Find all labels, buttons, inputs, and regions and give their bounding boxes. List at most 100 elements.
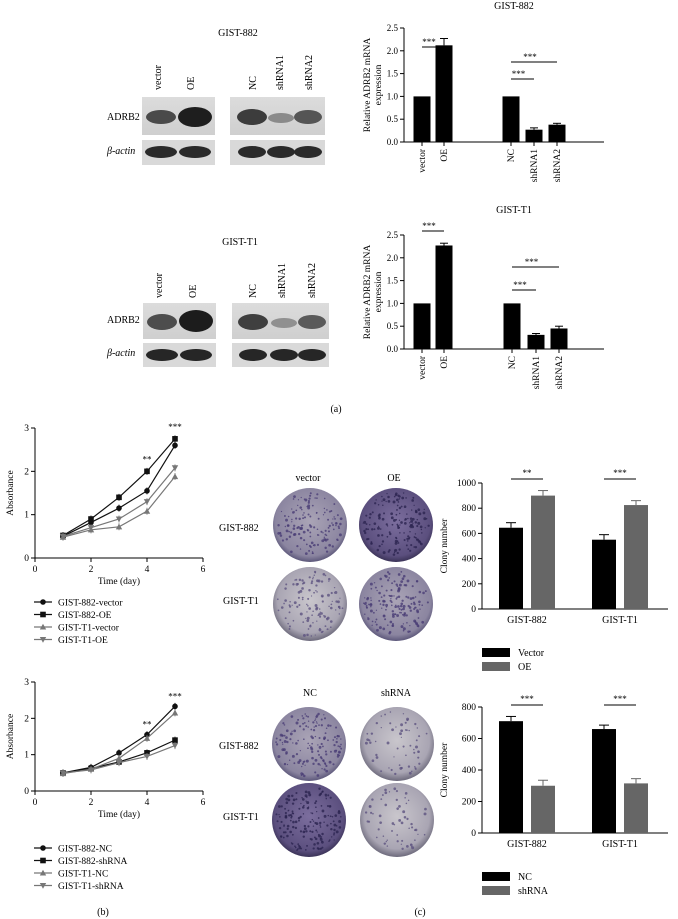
colony-speck bbox=[381, 607, 383, 609]
colony-speck bbox=[329, 606, 333, 610]
colony-speck bbox=[382, 627, 386, 631]
colony-speck bbox=[401, 496, 405, 500]
colony-speck bbox=[281, 741, 284, 744]
colony-speck bbox=[414, 510, 418, 514]
colony-speck bbox=[323, 615, 327, 618]
colony-speck bbox=[402, 713, 405, 715]
y-tick-label: 600 bbox=[462, 735, 477, 745]
colony-speck bbox=[333, 832, 336, 835]
colony-speck bbox=[397, 542, 400, 544]
y-tick-label: 2 bbox=[24, 467, 29, 477]
colony-speck bbox=[303, 804, 305, 807]
colony-speck bbox=[366, 738, 369, 742]
colony-speck bbox=[327, 739, 329, 742]
colony-speck bbox=[339, 522, 342, 526]
colony-speck bbox=[403, 612, 407, 615]
colony-speck bbox=[405, 544, 408, 547]
colony-speck bbox=[399, 524, 401, 526]
colony-speck bbox=[407, 765, 411, 768]
panel-label-a: (a) bbox=[330, 404, 341, 415]
colony-speck bbox=[288, 530, 291, 533]
x-tick-label: vector bbox=[418, 355, 428, 380]
colony-speck bbox=[323, 511, 326, 514]
colony-speck bbox=[314, 718, 317, 720]
colony-speck bbox=[376, 589, 378, 592]
colony-speck bbox=[379, 516, 381, 519]
colony-speck bbox=[378, 814, 382, 818]
colony-speck bbox=[387, 500, 391, 503]
colony-speck bbox=[303, 721, 306, 724]
y-tick-label: 0.0 bbox=[387, 137, 399, 147]
colony-speck bbox=[314, 724, 318, 728]
data-point bbox=[87, 525, 95, 531]
colony-speck bbox=[334, 591, 338, 595]
lane-label: NC bbox=[248, 284, 259, 298]
colony-speck bbox=[365, 514, 368, 517]
colony-speck bbox=[400, 580, 404, 584]
colony-speck bbox=[393, 823, 396, 826]
data-point bbox=[40, 599, 46, 605]
colony-speck bbox=[406, 845, 409, 848]
colony-speck bbox=[408, 729, 410, 732]
colony-speck bbox=[390, 768, 393, 772]
blot-band bbox=[267, 146, 295, 158]
colony-speck bbox=[315, 590, 317, 592]
colony-speck bbox=[320, 847, 322, 850]
colony-speck bbox=[388, 577, 391, 579]
colony-speck bbox=[385, 500, 387, 503]
colony-speck bbox=[323, 737, 326, 740]
colony-speck bbox=[403, 539, 406, 542]
colony-speck bbox=[298, 846, 301, 850]
x-tick-label: OE bbox=[440, 356, 450, 369]
y-tick-label: 2.5 bbox=[387, 23, 399, 33]
colony-speck bbox=[424, 527, 426, 529]
colony-speck bbox=[285, 529, 289, 533]
colony-speck bbox=[395, 790, 398, 793]
colony-speck bbox=[311, 614, 313, 617]
colony-speck bbox=[311, 750, 314, 753]
blot-band bbox=[178, 107, 212, 127]
colony-speck bbox=[397, 605, 400, 608]
colony-speck bbox=[309, 515, 312, 518]
colony-speck bbox=[298, 759, 302, 762]
colony-speck bbox=[307, 628, 310, 630]
colony-speck bbox=[306, 529, 309, 531]
colony-chart-colony_oe: 0 200 400 600 800 1000 Clony number GIST-882 ** G… bbox=[440, 468, 668, 673]
colony-speck bbox=[292, 583, 295, 586]
colony-speck bbox=[317, 750, 320, 753]
colony-speck bbox=[399, 611, 401, 614]
colony-speckles bbox=[275, 711, 428, 851]
colony-speck bbox=[366, 597, 369, 601]
colony-speck bbox=[416, 524, 419, 528]
colony-speck bbox=[371, 759, 375, 763]
y-tick-label: 1000 bbox=[457, 479, 476, 489]
colony-speck bbox=[290, 842, 293, 844]
data-point bbox=[144, 468, 150, 475]
colony-speck bbox=[294, 846, 297, 849]
colony-speck bbox=[323, 507, 326, 510]
colony-speck bbox=[312, 610, 314, 613]
colony-speck bbox=[404, 796, 406, 799]
colony-speck bbox=[291, 833, 294, 836]
colony-speck bbox=[391, 830, 393, 832]
colony-speck bbox=[408, 827, 410, 829]
y-tick-label: 1 bbox=[24, 511, 29, 521]
y-tick-label: 1.5 bbox=[387, 276, 399, 286]
colony-speck bbox=[332, 524, 335, 527]
colony-speck bbox=[372, 611, 375, 614]
colony-speck bbox=[319, 821, 322, 825]
colony-speck bbox=[324, 750, 327, 753]
data-point bbox=[115, 516, 123, 523]
colony-speck bbox=[341, 607, 344, 610]
colony-speck bbox=[399, 767, 403, 770]
colony-speck bbox=[399, 512, 401, 515]
colony-speck bbox=[332, 528, 335, 531]
colony-speck bbox=[386, 624, 389, 626]
colony-speck bbox=[421, 604, 424, 607]
colony-speck bbox=[302, 621, 305, 624]
colony-speck bbox=[386, 839, 388, 841]
colony-speck bbox=[287, 515, 290, 518]
colony-speck bbox=[396, 509, 398, 511]
colony-speck bbox=[300, 524, 303, 527]
colony-speck bbox=[406, 540, 409, 542]
